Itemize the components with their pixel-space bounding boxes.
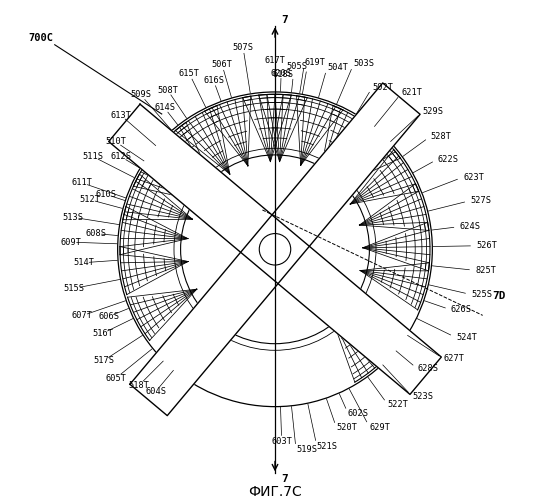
Text: 624S: 624S — [459, 222, 480, 231]
Text: 528T: 528T — [430, 132, 452, 141]
Text: 613T: 613T — [110, 110, 131, 120]
Text: 515S: 515S — [64, 284, 85, 293]
Text: 508T: 508T — [157, 86, 178, 94]
Text: 522T: 522T — [388, 400, 409, 409]
Text: 519S: 519S — [296, 445, 317, 454]
Text: 622S: 622S — [437, 155, 458, 164]
Text: 7: 7 — [281, 14, 288, 24]
Text: 7: 7 — [281, 474, 288, 484]
Text: 516T: 516T — [92, 329, 113, 338]
Text: 504T: 504T — [327, 64, 348, 72]
Text: 617T: 617T — [265, 56, 285, 65]
Text: 616S: 616S — [203, 76, 224, 85]
Text: 520T: 520T — [337, 424, 358, 432]
Text: 612S: 612S — [111, 152, 132, 162]
Polygon shape — [130, 83, 420, 415]
Text: 526T: 526T — [476, 242, 497, 250]
Text: 620S: 620S — [271, 68, 292, 78]
Text: ФИГ.7С: ФИГ.7С — [248, 486, 302, 500]
Text: 629T: 629T — [370, 422, 390, 432]
Text: 609T: 609T — [60, 238, 81, 246]
Text: 511S: 511S — [82, 152, 103, 161]
Text: 602S: 602S — [348, 408, 369, 418]
Text: 603T: 603T — [271, 436, 292, 446]
Text: 611T: 611T — [71, 178, 92, 187]
Text: 527S: 527S — [470, 196, 491, 205]
Text: 523S: 523S — [412, 392, 433, 401]
Text: 525S: 525S — [471, 290, 492, 299]
Text: 628S: 628S — [417, 364, 438, 373]
Text: 506T: 506T — [212, 60, 233, 70]
Text: 524T: 524T — [456, 333, 477, 342]
Text: 619T: 619T — [305, 58, 326, 68]
Text: 621T: 621T — [402, 88, 423, 98]
Text: 627T: 627T — [444, 354, 465, 364]
Text: 509S: 509S — [130, 90, 151, 100]
Text: 618S: 618S — [272, 70, 293, 78]
Text: 517S: 517S — [93, 356, 114, 365]
Text: 503S: 503S — [354, 60, 375, 68]
Text: 615T: 615T — [179, 70, 200, 78]
Text: 507S: 507S — [233, 43, 254, 52]
Text: 518T: 518T — [129, 380, 150, 390]
Text: 604S: 604S — [145, 387, 166, 396]
Text: 605T: 605T — [106, 374, 127, 382]
Text: 626S: 626S — [450, 305, 471, 314]
Text: 510T: 510T — [106, 138, 127, 146]
Text: 513S: 513S — [63, 213, 84, 222]
Text: 607T: 607T — [71, 312, 92, 320]
Text: 505S: 505S — [286, 62, 307, 71]
Text: 623T: 623T — [463, 172, 484, 182]
Polygon shape — [118, 92, 316, 366]
Text: 614S: 614S — [154, 104, 175, 112]
Text: 610S: 610S — [95, 190, 117, 199]
Text: 512T: 512T — [79, 195, 100, 204]
Text: 825T: 825T — [475, 266, 496, 275]
Text: 521S: 521S — [317, 442, 338, 451]
Polygon shape — [109, 104, 441, 395]
Text: 529S: 529S — [422, 108, 443, 116]
Text: 514T: 514T — [73, 258, 94, 267]
Text: 606S: 606S — [98, 312, 119, 321]
Text: 502T: 502T — [372, 83, 393, 92]
Text: 7D: 7D — [492, 292, 505, 302]
Polygon shape — [299, 98, 432, 402]
Text: 700C: 700C — [28, 34, 53, 43]
Text: 608S: 608S — [86, 229, 107, 238]
Circle shape — [259, 234, 291, 265]
